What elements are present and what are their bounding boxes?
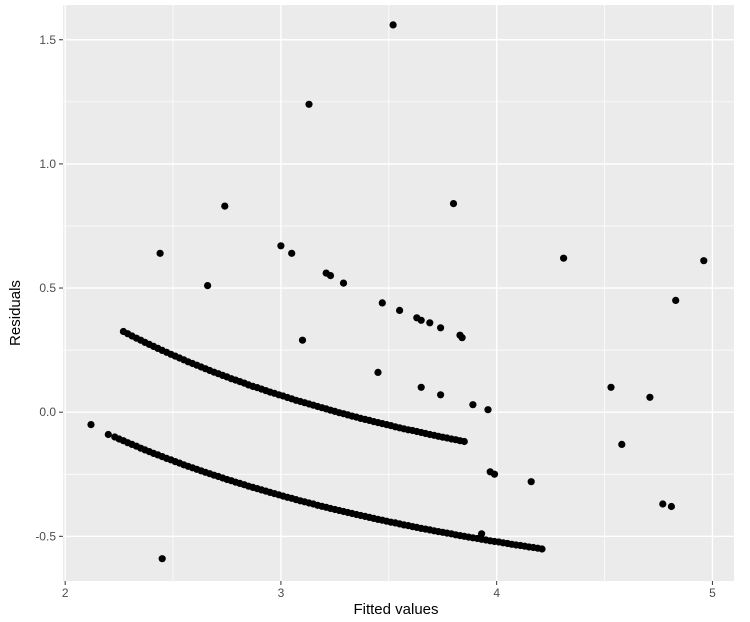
data-point — [396, 306, 404, 314]
x-tick-label: 3 — [278, 586, 285, 600]
major-gridlines — [63, 5, 734, 581]
data-point — [204, 282, 212, 290]
plot-panel — [63, 5, 734, 581]
data-point — [527, 478, 535, 486]
data-point — [298, 336, 307, 344]
data-point — [560, 254, 568, 262]
data-point — [667, 502, 676, 511]
data-point — [326, 272, 335, 280]
data-point — [156, 249, 164, 257]
y-axis-title: Residuals — [7, 280, 24, 346]
x-tick-label: 5 — [709, 586, 716, 600]
data-point — [417, 316, 425, 324]
data-points — [87, 21, 708, 563]
data-point — [426, 319, 434, 327]
data-point — [339, 279, 348, 287]
data-point — [104, 430, 112, 439]
data-point — [437, 324, 445, 332]
data-point — [437, 391, 445, 399]
data-point — [490, 470, 499, 478]
data-point — [469, 401, 477, 409]
x-axis-ticks: 2 3 4 5 — [62, 581, 716, 600]
data-point — [607, 383, 615, 391]
x-tick-label: 2 — [62, 586, 69, 600]
data-point — [87, 421, 95, 429]
data-point — [659, 500, 667, 508]
y-tick-label: 1.5 — [39, 33, 56, 47]
data-point — [460, 437, 468, 446]
data-point — [221, 202, 229, 210]
x-tick-label: 4 — [493, 586, 500, 600]
x-axis-title: Fitted values — [353, 601, 438, 618]
data-point — [449, 200, 458, 208]
data-point — [305, 100, 313, 108]
minor-gridlines — [63, 5, 734, 581]
data-point — [389, 21, 397, 29]
data-point — [618, 440, 626, 448]
y-tick-label: 0.0 — [39, 405, 56, 419]
data-point — [700, 257, 708, 265]
data-point — [158, 555, 166, 563]
data-point — [417, 383, 425, 391]
data-point — [458, 334, 466, 342]
y-tick-label: 0.5 — [39, 281, 56, 295]
data-point — [378, 299, 386, 307]
data-point — [646, 393, 654, 401]
data-point — [478, 530, 486, 538]
data-point — [288, 249, 296, 257]
data-point — [484, 406, 492, 414]
y-tick-label: -0.5 — [35, 529, 56, 543]
data-point — [672, 296, 680, 304]
data-point — [374, 368, 382, 376]
y-tick-label: 1.0 — [39, 157, 56, 171]
data-point — [277, 242, 285, 250]
data-point — [538, 545, 546, 553]
y-axis-ticks: -0.5 0.0 0.5 1.0 1.5 — [35, 33, 63, 543]
